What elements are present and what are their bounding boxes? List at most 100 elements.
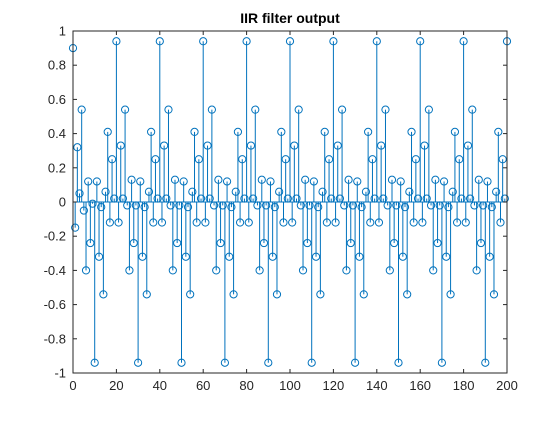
stem-marker [168, 266, 177, 275]
stem-marker [322, 218, 331, 227]
stem-marker [125, 266, 134, 275]
stem-marker [335, 194, 345, 203]
stem-marker [368, 155, 377, 164]
stem-marker [452, 218, 462, 227]
stem-marker [457, 194, 466, 203]
stem-marker [201, 218, 210, 227]
stem-marker [366, 218, 375, 227]
stem-marker [422, 194, 431, 203]
stem-marker [238, 155, 247, 164]
stem-marker [344, 175, 353, 184]
stem-marker [99, 290, 108, 299]
stem-marker [377, 141, 386, 150]
stem-marker [166, 201, 175, 210]
stem-marker [303, 238, 312, 248]
stem-marker [229, 290, 238, 299]
stem-marker [307, 358, 316, 367]
stem-marker [437, 358, 446, 367]
stem-marker [188, 187, 197, 196]
stem-marker [448, 187, 457, 196]
stem-marker [190, 127, 199, 136]
stem-marker [270, 203, 279, 212]
stem-marker [123, 201, 132, 210]
stem-marker [420, 141, 429, 150]
stem-marker [203, 141, 212, 150]
stem-marker [127, 175, 136, 184]
stem-marker [235, 218, 245, 227]
x-tick-label: 120 [323, 378, 345, 393]
stem-marker [283, 194, 292, 203]
stem-marker [383, 201, 392, 210]
stem-marker [372, 37, 381, 46]
stem-marker [424, 105, 433, 114]
stem-marker [220, 358, 229, 367]
stem-marker [416, 37, 425, 46]
stem-marker [396, 177, 405, 186]
stem-marker [435, 201, 444, 210]
stem-marker [390, 238, 399, 248]
stem-marker [359, 290, 368, 299]
stem-marker [413, 194, 423, 203]
stem-marker [181, 252, 190, 261]
x-tick-label: 160 [409, 378, 431, 393]
x-tick-label: 200 [496, 378, 518, 393]
stem-marker [225, 252, 234, 261]
stem-marker [259, 238, 269, 248]
stem-marker [81, 266, 91, 275]
stem-marker [251, 105, 260, 114]
stem-marker [444, 203, 453, 212]
stem-marker [207, 105, 216, 114]
stem-marker [116, 141, 125, 150]
stem-marker [94, 252, 104, 261]
y-tick-label: -0.8 [44, 331, 66, 346]
stem-marker [242, 37, 251, 46]
stem-marker [387, 175, 397, 184]
stem-marker [134, 358, 143, 367]
stem-marker [403, 290, 412, 299]
stem-marker [77, 105, 86, 114]
stem-marker [160, 141, 169, 150]
stem-marker [183, 203, 193, 212]
stem-marker [314, 203, 323, 212]
stem-marker [418, 218, 427, 227]
x-tick-label: 40 [153, 378, 167, 393]
stem-marker [346, 238, 355, 248]
stem-marker [407, 127, 416, 136]
stem-marker [73, 143, 82, 152]
stem-marker [327, 194, 336, 203]
stem-marker [151, 155, 160, 164]
y-tick-label: 0.8 [48, 58, 66, 73]
stem-marker [214, 175, 223, 184]
y-tick-label: 0.6 [48, 92, 66, 107]
stem-marker [71, 223, 80, 232]
stem-marker [290, 141, 299, 150]
stem-marker [392, 201, 401, 210]
y-tick-label: -0.2 [44, 229, 66, 244]
stem-marker [459, 37, 468, 46]
stem-marker [153, 194, 162, 203]
stem-marker [170, 175, 180, 184]
stem-marker [75, 189, 84, 198]
stem-marker [88, 199, 97, 208]
stem-marker [292, 194, 301, 203]
stem-marker [472, 266, 481, 275]
stem-marker [240, 194, 249, 203]
stem-marker [481, 358, 490, 367]
stem-marker [351, 358, 360, 367]
stem-marker [257, 175, 266, 184]
stem-marker [316, 290, 325, 299]
stem-marker [337, 105, 347, 114]
stem-marker [296, 201, 305, 210]
stem-marker [305, 201, 314, 210]
y-tick-label: -0.4 [44, 263, 66, 278]
stem-marker [405, 187, 414, 196]
stem-marker [105, 218, 114, 227]
stem-marker [355, 252, 364, 261]
stem-marker [446, 290, 455, 299]
y-axis: -1 -0.8 -0.6 -0.4 -0.2 0 0.2 0.4 0.6 0.8 1 [44, 24, 507, 381]
stem-marker [107, 155, 117, 164]
x-tick-label: 60 [196, 378, 210, 393]
stem-marker [92, 177, 101, 186]
